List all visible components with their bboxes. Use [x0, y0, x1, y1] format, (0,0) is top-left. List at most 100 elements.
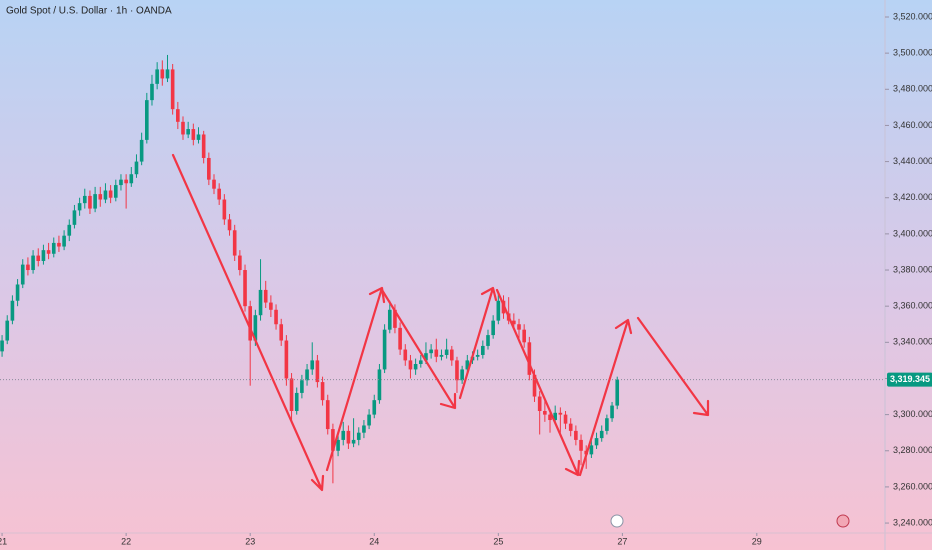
- candle-body: [103, 190, 108, 200]
- candle-body: [341, 430, 346, 440]
- candle-body: [455, 360, 459, 381]
- candle-body: [88, 195, 92, 209]
- candle-body: [160, 69, 165, 79]
- candle-body: [475, 354, 480, 357]
- y-tick-label: 3,340.000: [893, 337, 932, 347]
- candle-body: [320, 382, 325, 401]
- candle-body: [481, 345, 485, 355]
- arrow: [325, 286, 386, 472]
- candle-body: [263, 289, 268, 303]
- event-icon[interactable]: [836, 514, 850, 528]
- candle-body: [568, 423, 573, 431]
- candle-body: [139, 139, 144, 162]
- candle-body: [294, 392, 299, 412]
- arrow: [495, 288, 581, 477]
- candle-body: [346, 430, 351, 444]
- candle-body: [170, 69, 175, 110]
- candle-body: [77, 203, 82, 211]
- x-tick-label: 23: [245, 536, 255, 546]
- last-price-box: [887, 372, 932, 387]
- candle-body: [393, 309, 397, 328]
- candle-body: [377, 369, 382, 401]
- candle-body: [145, 100, 149, 140]
- candle-body: [325, 400, 330, 430]
- candle-body: [181, 121, 185, 135]
- y-tick-label: 3,280.000: [893, 445, 932, 455]
- candle-body: [599, 430, 604, 439]
- candle-body: [429, 349, 433, 354]
- candle-body: [300, 380, 304, 393]
- candle-body: [124, 179, 128, 184]
- arrow: [171, 153, 325, 492]
- candle-body: [36, 255, 41, 261]
- candle-body: [491, 320, 495, 336]
- y-tick-label: 3,380.000: [893, 264, 932, 274]
- candle-body: [398, 327, 402, 350]
- candle-body: [610, 405, 614, 419]
- candle-body: [367, 414, 371, 426]
- x-tick-label: 24: [369, 536, 379, 546]
- candle-body: [579, 439, 583, 451]
- candle-body: [532, 374, 537, 397]
- x-tick-label: 25: [493, 536, 503, 546]
- candle-body: [558, 412, 563, 415]
- last-price-label: 3,319.345: [890, 374, 930, 384]
- y-tick-label: 3,240.000: [893, 517, 932, 527]
- candle-body: [238, 255, 242, 271]
- candle-body: [82, 195, 87, 204]
- x-tick-label: 22: [121, 536, 131, 546]
- candle-body: [517, 324, 521, 330]
- y-tick-label: 3,460.000: [893, 120, 932, 130]
- candle-body: [408, 360, 413, 370]
- candle-body: [165, 69, 170, 79]
- y-tick-label: 3,520.000: [893, 11, 932, 21]
- candle-body: [496, 300, 501, 321]
- candle-body: [57, 242, 61, 247]
- candle-body: [403, 349, 408, 361]
- candle-body: [15, 284, 20, 301]
- candle-body: [196, 134, 201, 140]
- candle-body: [72, 210, 77, 225]
- candle-body: [222, 199, 227, 220]
- candle-body: [512, 320, 516, 325]
- candle-body: [150, 83, 154, 101]
- candle-body: [418, 360, 423, 365]
- candle-body: [20, 264, 25, 285]
- candle-body: [553, 412, 558, 421]
- candle-body: [356, 432, 361, 440]
- x-tick-label: 21: [0, 536, 7, 546]
- arrow: [458, 286, 498, 400]
- candle-body: [543, 411, 547, 415]
- candle-body: [26, 264, 30, 271]
- candle-body: [444, 349, 449, 355]
- candle-body: [615, 379, 620, 406]
- candle-body: [439, 354, 444, 357]
- candle-body: [336, 439, 340, 451]
- candle-body: [227, 219, 232, 231]
- candle-body: [424, 353, 428, 361]
- candle-body: [217, 188, 221, 200]
- candle-body: [594, 438, 599, 446]
- candle-body: [253, 315, 258, 341]
- candle-body: [98, 194, 103, 200]
- candle-body: [548, 414, 552, 421]
- y-tick-label: 3,260.000: [893, 481, 932, 491]
- candle-body: [310, 360, 315, 370]
- candle-body: [67, 224, 72, 236]
- candle-body: [232, 230, 237, 256]
- chart-title: Gold Spot / U.S. Dollar · 1h · OANDA: [6, 6, 172, 17]
- event-icon[interactable]: [610, 514, 624, 528]
- candle-body: [305, 369, 309, 381]
- y-tick-label: 3,420.000: [893, 192, 932, 202]
- candle-body: [589, 445, 594, 455]
- candle-body: [243, 270, 247, 307]
- candle-body: [284, 340, 289, 379]
- candle-body: [279, 324, 284, 341]
- candle-body: [258, 289, 263, 316]
- candle-body: [460, 369, 464, 381]
- candle-body: [134, 161, 139, 175]
- candle-body: [351, 439, 356, 444]
- candle-body: [201, 134, 206, 158]
- candle-body: [289, 378, 294, 412]
